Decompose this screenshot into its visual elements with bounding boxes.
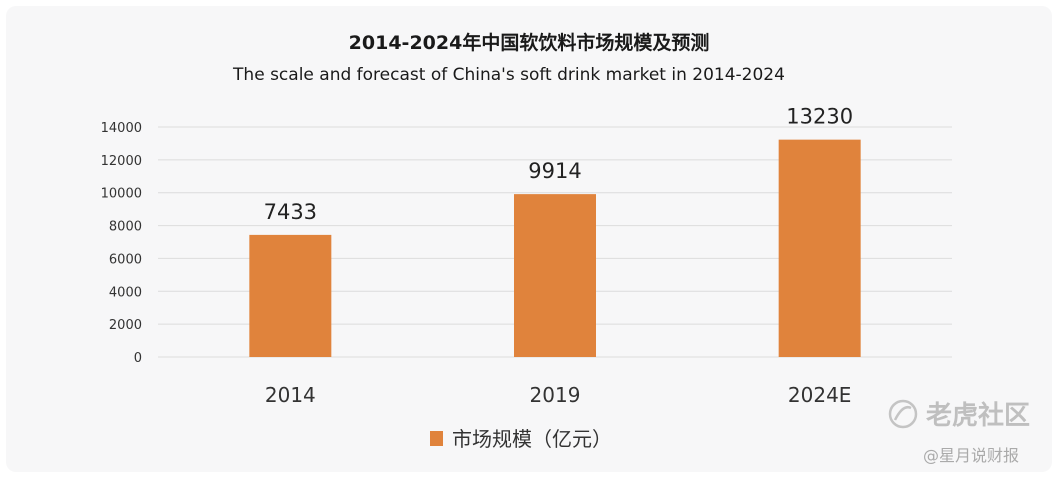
legend: 市场规模（亿元） — [430, 427, 612, 451]
x-tick-label: 2019 — [530, 383, 581, 407]
watermark-text: 老虎社区 — [926, 400, 1030, 431]
x-tick-label: 2024E — [788, 383, 852, 407]
chart-subtitle: The scale and forecast of China's soft d… — [232, 65, 785, 85]
data-label: 13230 — [786, 105, 853, 129]
data-label: 9914 — [528, 159, 581, 183]
y-tick-label: 2000 — [109, 318, 142, 333]
y-tick-label: 10000 — [101, 187, 142, 202]
y-tick-label: 8000 — [109, 220, 142, 235]
chart-title: 2014-2024年中国软饮料市场规模及预测 — [349, 31, 710, 54]
bar — [514, 194, 596, 357]
y-tick-label: 12000 — [101, 154, 142, 169]
x-tick-label: 2014 — [265, 383, 316, 407]
watermark: 老虎社区 @星月说财报 — [888, 399, 1030, 465]
y-tick-label: 14000 — [101, 121, 142, 136]
bars — [249, 139, 861, 357]
y-tick-label: 4000 — [109, 285, 142, 300]
watermark-logo-stroke — [893, 406, 912, 421]
legend-swatch — [430, 431, 443, 446]
y-tick-label: 0 — [134, 351, 142, 366]
legend-label: 市场规模（亿元） — [452, 427, 612, 451]
data-labels: 7433 9914 13230 — [264, 105, 853, 224]
bar — [249, 234, 332, 357]
y-axis-ticks: 0 2000 4000 6000 8000 10000 12000 14000 — [101, 121, 142, 366]
watermark-subtext: @星月说财报 — [923, 446, 1019, 465]
y-tick-label: 6000 — [109, 252, 142, 267]
bar — [778, 139, 861, 357]
x-axis-ticks: 2014 2019 2024E — [265, 383, 852, 407]
watermark-logo-icon — [888, 399, 918, 429]
data-label: 7433 — [264, 200, 317, 224]
